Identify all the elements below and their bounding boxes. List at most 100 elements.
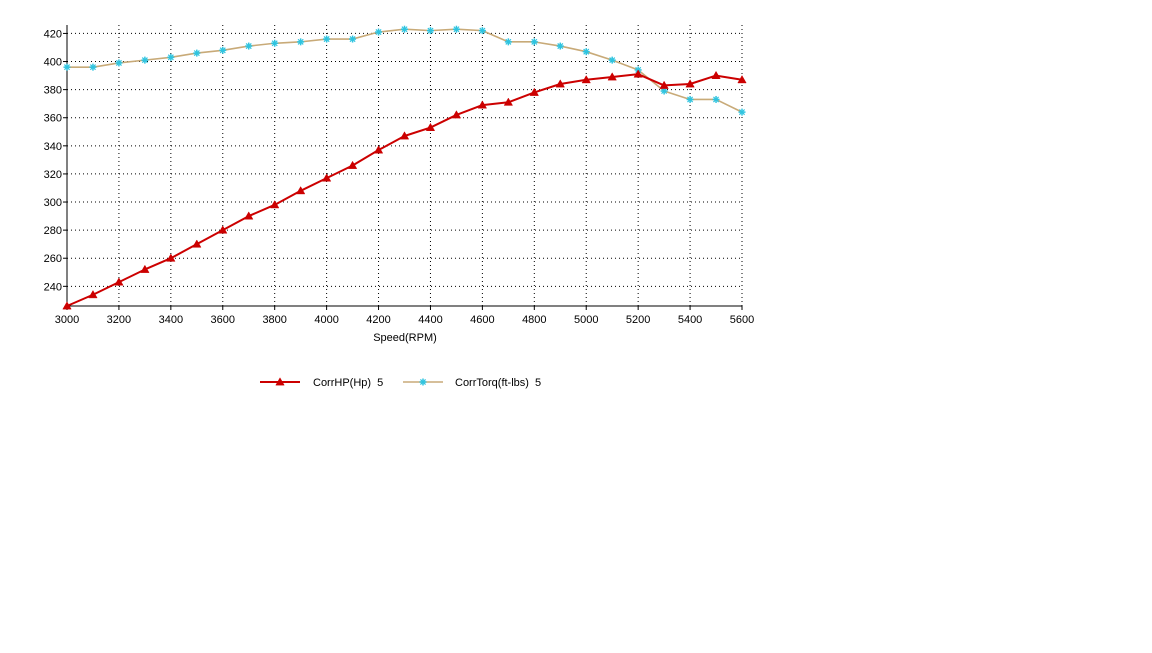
data-point-torque — [115, 59, 123, 67]
data-point-torque — [478, 27, 486, 35]
y-tick-label: 320 — [44, 169, 62, 181]
data-point-hp — [607, 72, 617, 81]
star-stroke — [219, 47, 226, 54]
x-tick-label: 5400 — [678, 314, 702, 326]
star-stroke — [401, 26, 408, 33]
star-stroke — [245, 43, 252, 50]
data-point-torque — [426, 27, 434, 35]
data-point-torque — [245, 42, 253, 50]
star-stroke — [271, 40, 278, 47]
star-stroke — [557, 43, 564, 50]
x-axis-title: Speed(RPM) — [373, 332, 437, 344]
x-tick-label: 3200 — [107, 314, 131, 326]
data-point-torque — [530, 38, 538, 46]
data-point-torque — [504, 38, 512, 46]
x-tick-label: 4400 — [418, 314, 442, 326]
legend-label: CorrTorq(ft-lbs) 5 — [455, 377, 541, 389]
data-point-hp — [270, 200, 280, 209]
data-point-torque — [712, 95, 720, 103]
star-stroke — [453, 26, 460, 33]
data-point-torque — [63, 63, 71, 71]
star-stroke — [297, 38, 304, 45]
x-tick-label: 4800 — [522, 314, 546, 326]
data-point-hp — [62, 301, 72, 310]
x-tick-label: 5200 — [626, 314, 650, 326]
y-tick-label: 400 — [44, 57, 62, 69]
star-stroke — [661, 88, 668, 95]
grid-lines — [67, 25, 743, 306]
data-point-hp — [451, 110, 462, 119]
data-point-torque — [660, 87, 668, 95]
data-point-hp — [166, 253, 176, 262]
data-point-torque — [375, 28, 383, 36]
axes: 240 260 280 300 320 340 360 380 400 420 3000 3200 34… — [44, 25, 754, 326]
x-tick-label: 5000 — [574, 314, 598, 326]
data-point-hp — [114, 277, 124, 286]
star-stroke — [713, 96, 720, 103]
data-point-torque — [89, 63, 97, 71]
data-point-hp — [633, 69, 643, 78]
data-point-hp — [477, 100, 488, 109]
data-point-hp — [503, 97, 513, 106]
data-point-hp — [296, 186, 306, 195]
series-line-hp — [66, 73, 743, 307]
data-point-hp — [399, 131, 410, 140]
x-tick-label: 4000 — [314, 314, 338, 326]
legend-marker — [275, 377, 285, 386]
data-point-torque — [323, 35, 331, 43]
y-tick-label: 360 — [44, 113, 62, 125]
star-stroke — [115, 59, 122, 66]
data-point-hp — [88, 290, 98, 299]
star-stroke — [89, 64, 96, 71]
y-tick-label: 240 — [44, 281, 62, 293]
x-tick-label: 3800 — [262, 314, 286, 326]
data-point-torque — [271, 39, 279, 47]
data-point-torque — [738, 108, 746, 116]
star-stroke — [505, 38, 512, 45]
data-point-hp — [140, 264, 150, 273]
star-stroke — [427, 27, 434, 34]
legend-item-hp: CorrHP(Hp) 5 — [260, 377, 383, 389]
x-tick-label: 5600 — [730, 314, 754, 326]
x-tick-label: 4600 — [470, 314, 494, 326]
data-point-hp — [581, 75, 591, 84]
star-stroke — [349, 36, 356, 43]
data-point-hp — [659, 80, 669, 89]
star-stroke — [609, 57, 616, 64]
star-stroke — [531, 38, 538, 45]
legend-item-torque: CorrTorq(ft-lbs) 5 — [403, 377, 541, 389]
star-stroke — [375, 29, 382, 36]
data-point-hp — [347, 160, 358, 169]
y-tick-label: 300 — [44, 197, 62, 209]
star-stroke — [323, 36, 330, 43]
data-point-hp — [685, 79, 695, 88]
data-point-torque — [556, 42, 564, 50]
series-layer — [62, 25, 747, 310]
data-point-torque — [167, 53, 175, 61]
star-stroke — [419, 378, 427, 386]
x-tick-label: 3600 — [211, 314, 235, 326]
data-point-hp — [192, 239, 202, 248]
star-stroke — [687, 96, 694, 103]
legend: CorrHP(Hp) 5 CorrTorq(ft-lbs) 5 — [260, 377, 541, 389]
data-point-hp — [529, 87, 539, 96]
data-point-hp — [321, 173, 332, 182]
star-stroke — [167, 54, 174, 61]
data-point-hp — [425, 122, 436, 131]
data-point-torque — [608, 56, 616, 64]
y-tick-label: 340 — [44, 141, 62, 153]
data-point-torque — [582, 48, 590, 56]
data-point-hp — [555, 79, 565, 88]
data-point-hp — [244, 211, 254, 220]
star-stroke — [583, 48, 590, 55]
data-point-torque — [452, 25, 460, 33]
star-stroke — [479, 27, 486, 34]
y-tick-label: 280 — [44, 225, 62, 237]
data-point-hp — [737, 75, 747, 84]
star-stroke — [63, 64, 71, 71]
star-stroke — [193, 50, 200, 57]
y-tick-label: 260 — [44, 253, 62, 265]
star-stroke — [738, 109, 746, 116]
